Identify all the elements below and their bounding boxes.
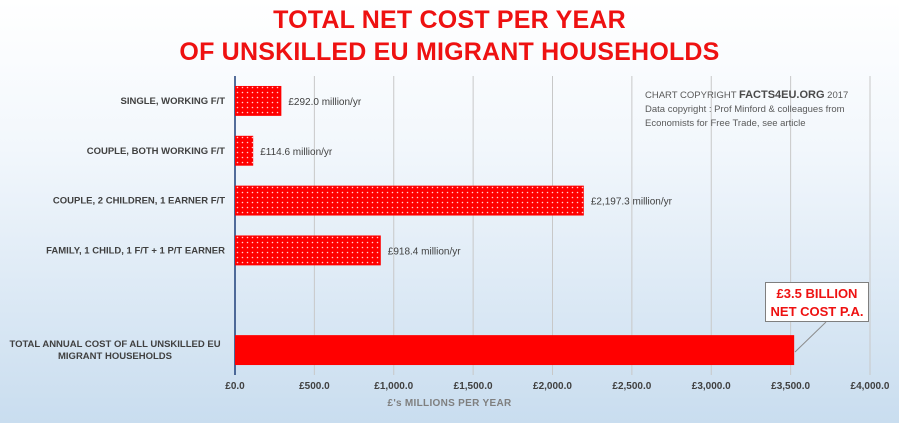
data-label: £114.6 million/yr (260, 147, 333, 158)
category-label: COUPLE, BOTH WORKING F/T (87, 146, 225, 157)
data-labels: £292.0 million/yr £114.6 million/yr £2,197… (260, 97, 672, 258)
category-label: SINGLE, WORKING F/T (121, 96, 226, 107)
bar (235, 135, 254, 166)
x-axis-ticks: £0.0 £500.0 £1,000.0 £1,500.0 £2,000.0 £2,500… (225, 381, 890, 392)
data-label: £918.4 million/yr (388, 246, 461, 257)
x-tick-label: £3,500.0 (771, 381, 810, 392)
copyright-note: CHART COPYRIGHT FACTS4EU.ORG 2017 Data c… (645, 88, 895, 131)
bar (235, 185, 584, 216)
gridlines (234, 76, 871, 375)
bar (235, 85, 282, 116)
total-cost-callout: £3.5 BILLION NET COST P.A. (765, 282, 869, 322)
data-label: £2,197.3 million/yr (591, 197, 673, 208)
x-tick-label: £3,000.0 (692, 381, 731, 392)
category-label: COUPLE, 2 CHILDREN, 1 EARNER F/T (53, 196, 225, 207)
x-tick-label: £1,000.0 (374, 381, 413, 392)
callout-leader-line (794, 321, 827, 353)
callout-line-1: £3.5 BILLION (776, 286, 858, 301)
bar (235, 235, 381, 266)
x-tick-label: £0.0 (225, 381, 245, 392)
copyright-line-2: Data copyright : Prof Minford & colleagu… (645, 104, 845, 115)
callout-line-2: NET COST P.A. (770, 304, 864, 319)
x-tick-label: £500.0 (299, 381, 330, 392)
copyright-brand: FACTS4EU.ORG (738, 89, 825, 101)
bars (235, 85, 795, 366)
category-label: MIGRANT HOUSEHOLDS (58, 351, 172, 362)
chart-title-line-1: TOTAL NET COST PER YEAR (273, 6, 626, 34)
bar-total (235, 335, 795, 366)
x-tick-label: £2,500.0 (612, 381, 651, 392)
x-axis-label: £'s MILLIONS PER YEAR (387, 398, 512, 409)
x-tick-label: £2,000.0 (533, 381, 572, 392)
x-tick-label: £1,500.0 (454, 381, 493, 392)
category-label: FAMILY, 1 CHILD, 1 F/T + 1 P/T EARNER (46, 245, 225, 256)
category-label: TOTAL ANNUAL COST OF ALL UNSKILLED EU (9, 339, 220, 350)
copyright-line-3: Economists for Free Trade, see article (645, 118, 806, 129)
copyright-prefix: CHART COPYRIGHT (645, 90, 739, 101)
data-label: £292.0 million/yr (288, 97, 361, 108)
category-labels: SINGLE, WORKING F/T COUPLE, BOTH WORKING … (9, 96, 225, 362)
copyright-year: 2017 (824, 90, 849, 101)
chart-title-line-2: OF UNSKILLED EU MIGRANT HOUSEHOLDS (179, 38, 720, 66)
x-tick-label: £4,000.0 (851, 381, 890, 392)
